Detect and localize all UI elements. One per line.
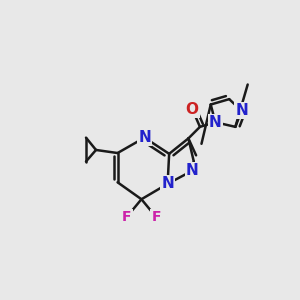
Text: N: N	[161, 176, 174, 191]
Text: N: N	[209, 115, 222, 130]
Text: N: N	[235, 103, 248, 118]
Text: F: F	[122, 210, 132, 224]
Text: F: F	[151, 210, 161, 224]
Text: O: O	[186, 102, 199, 117]
Text: N: N	[186, 163, 199, 178]
Text: N: N	[138, 130, 151, 145]
